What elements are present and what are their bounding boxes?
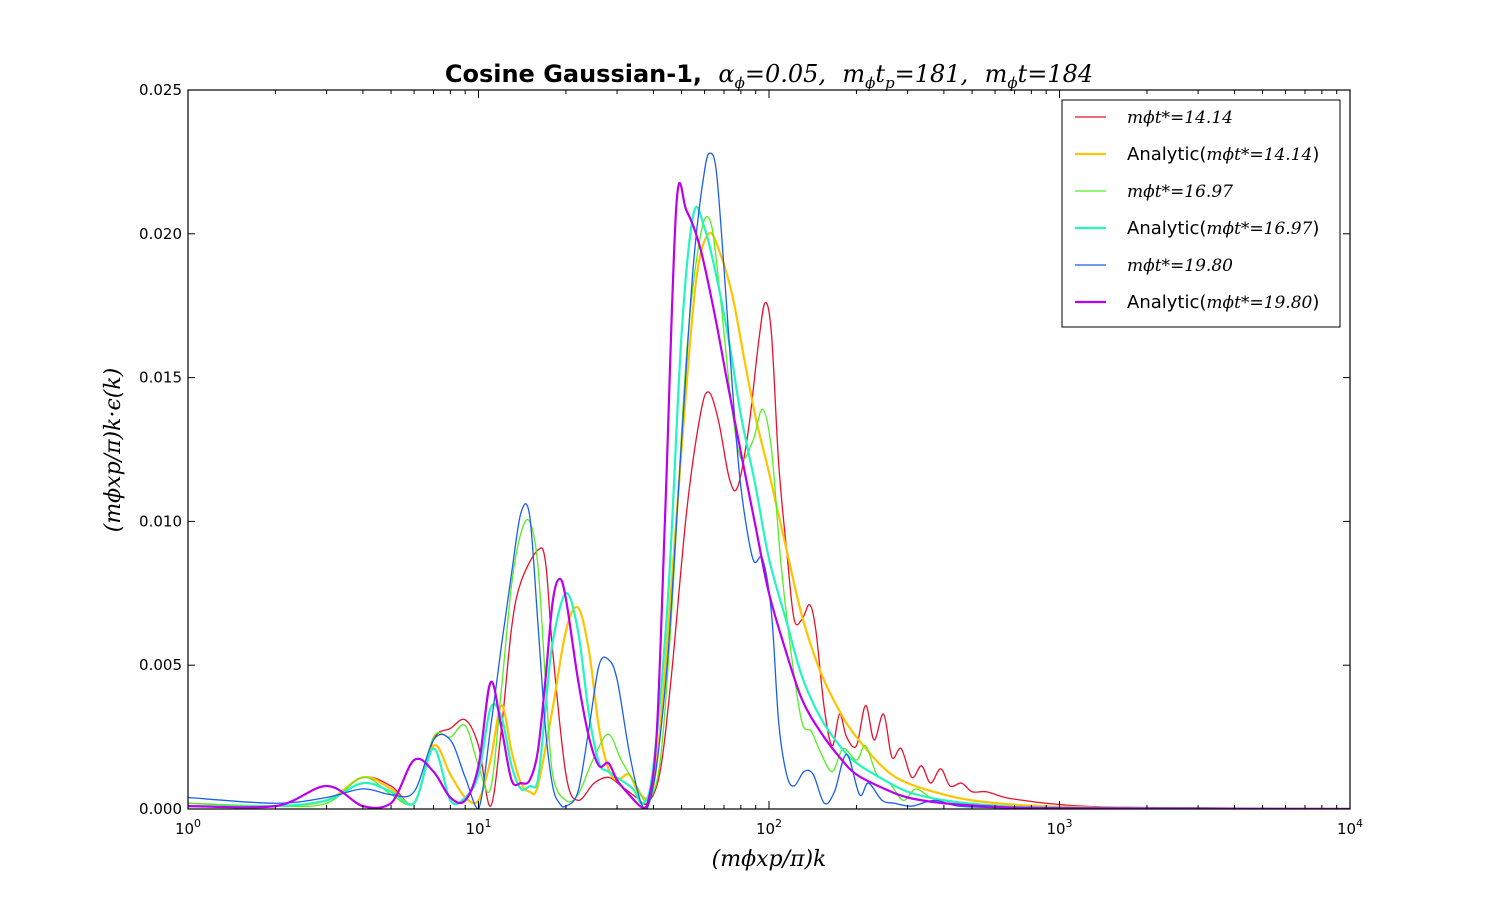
legend-label-3: mϕt*=16.97 (1127, 182, 1233, 202)
ticks-layer: 0.000 0.005 0.010 0.015 0.020 0.025 100 101 102 1… (139, 81, 1363, 838)
y-tick-label: 0.005 (139, 656, 182, 674)
y-tick-label: 0.010 (139, 512, 182, 530)
legend-label-6: Analytic(mϕt*=19.80) (1127, 292, 1319, 313)
y-tick-label: 0.000 (139, 800, 182, 818)
legend-label-5: mϕt*=19.80 (1127, 256, 1233, 276)
x-tick-label: 104 (1337, 817, 1363, 838)
x-tick-label: 101 (465, 817, 491, 838)
y-tick-label: 0.020 (139, 225, 182, 243)
title-text: Cosine Gaussian-1, (445, 60, 702, 88)
y-tick-label: 0.015 (139, 369, 182, 387)
y-tick-label: 0.025 (139, 81, 182, 99)
x-tick-label: 100 (175, 817, 201, 838)
series-layer (188, 152, 1350, 809)
x-tick-label: 103 (1046, 817, 1072, 838)
legend-box (1061, 99, 1341, 328)
series-line-4 (188, 205, 1350, 809)
series-line-6 (188, 182, 1350, 809)
legend-label-2: Analytic(mϕt*=14.14) (1127, 144, 1319, 165)
legend-label-4: Analytic(mϕt*=16.97) (1127, 218, 1319, 239)
legend: mϕt*=14.14 Analytic(mϕt*=14.14) mϕt*=16.97… (1061, 99, 1341, 328)
x-tick-label: 102 (756, 817, 782, 838)
legend-label-1: mϕt*=14.14 (1127, 108, 1233, 128)
y-axis-label: (mϕxp/π)k·ϵ(k) (101, 368, 126, 533)
x-axis-label: (mϕxp/π)k (712, 847, 827, 872)
chart-title: Cosine Gaussian-1, αϕ=0.05, mϕtp=181, mϕ… (445, 60, 1093, 92)
series-line-5 (188, 152, 1350, 809)
